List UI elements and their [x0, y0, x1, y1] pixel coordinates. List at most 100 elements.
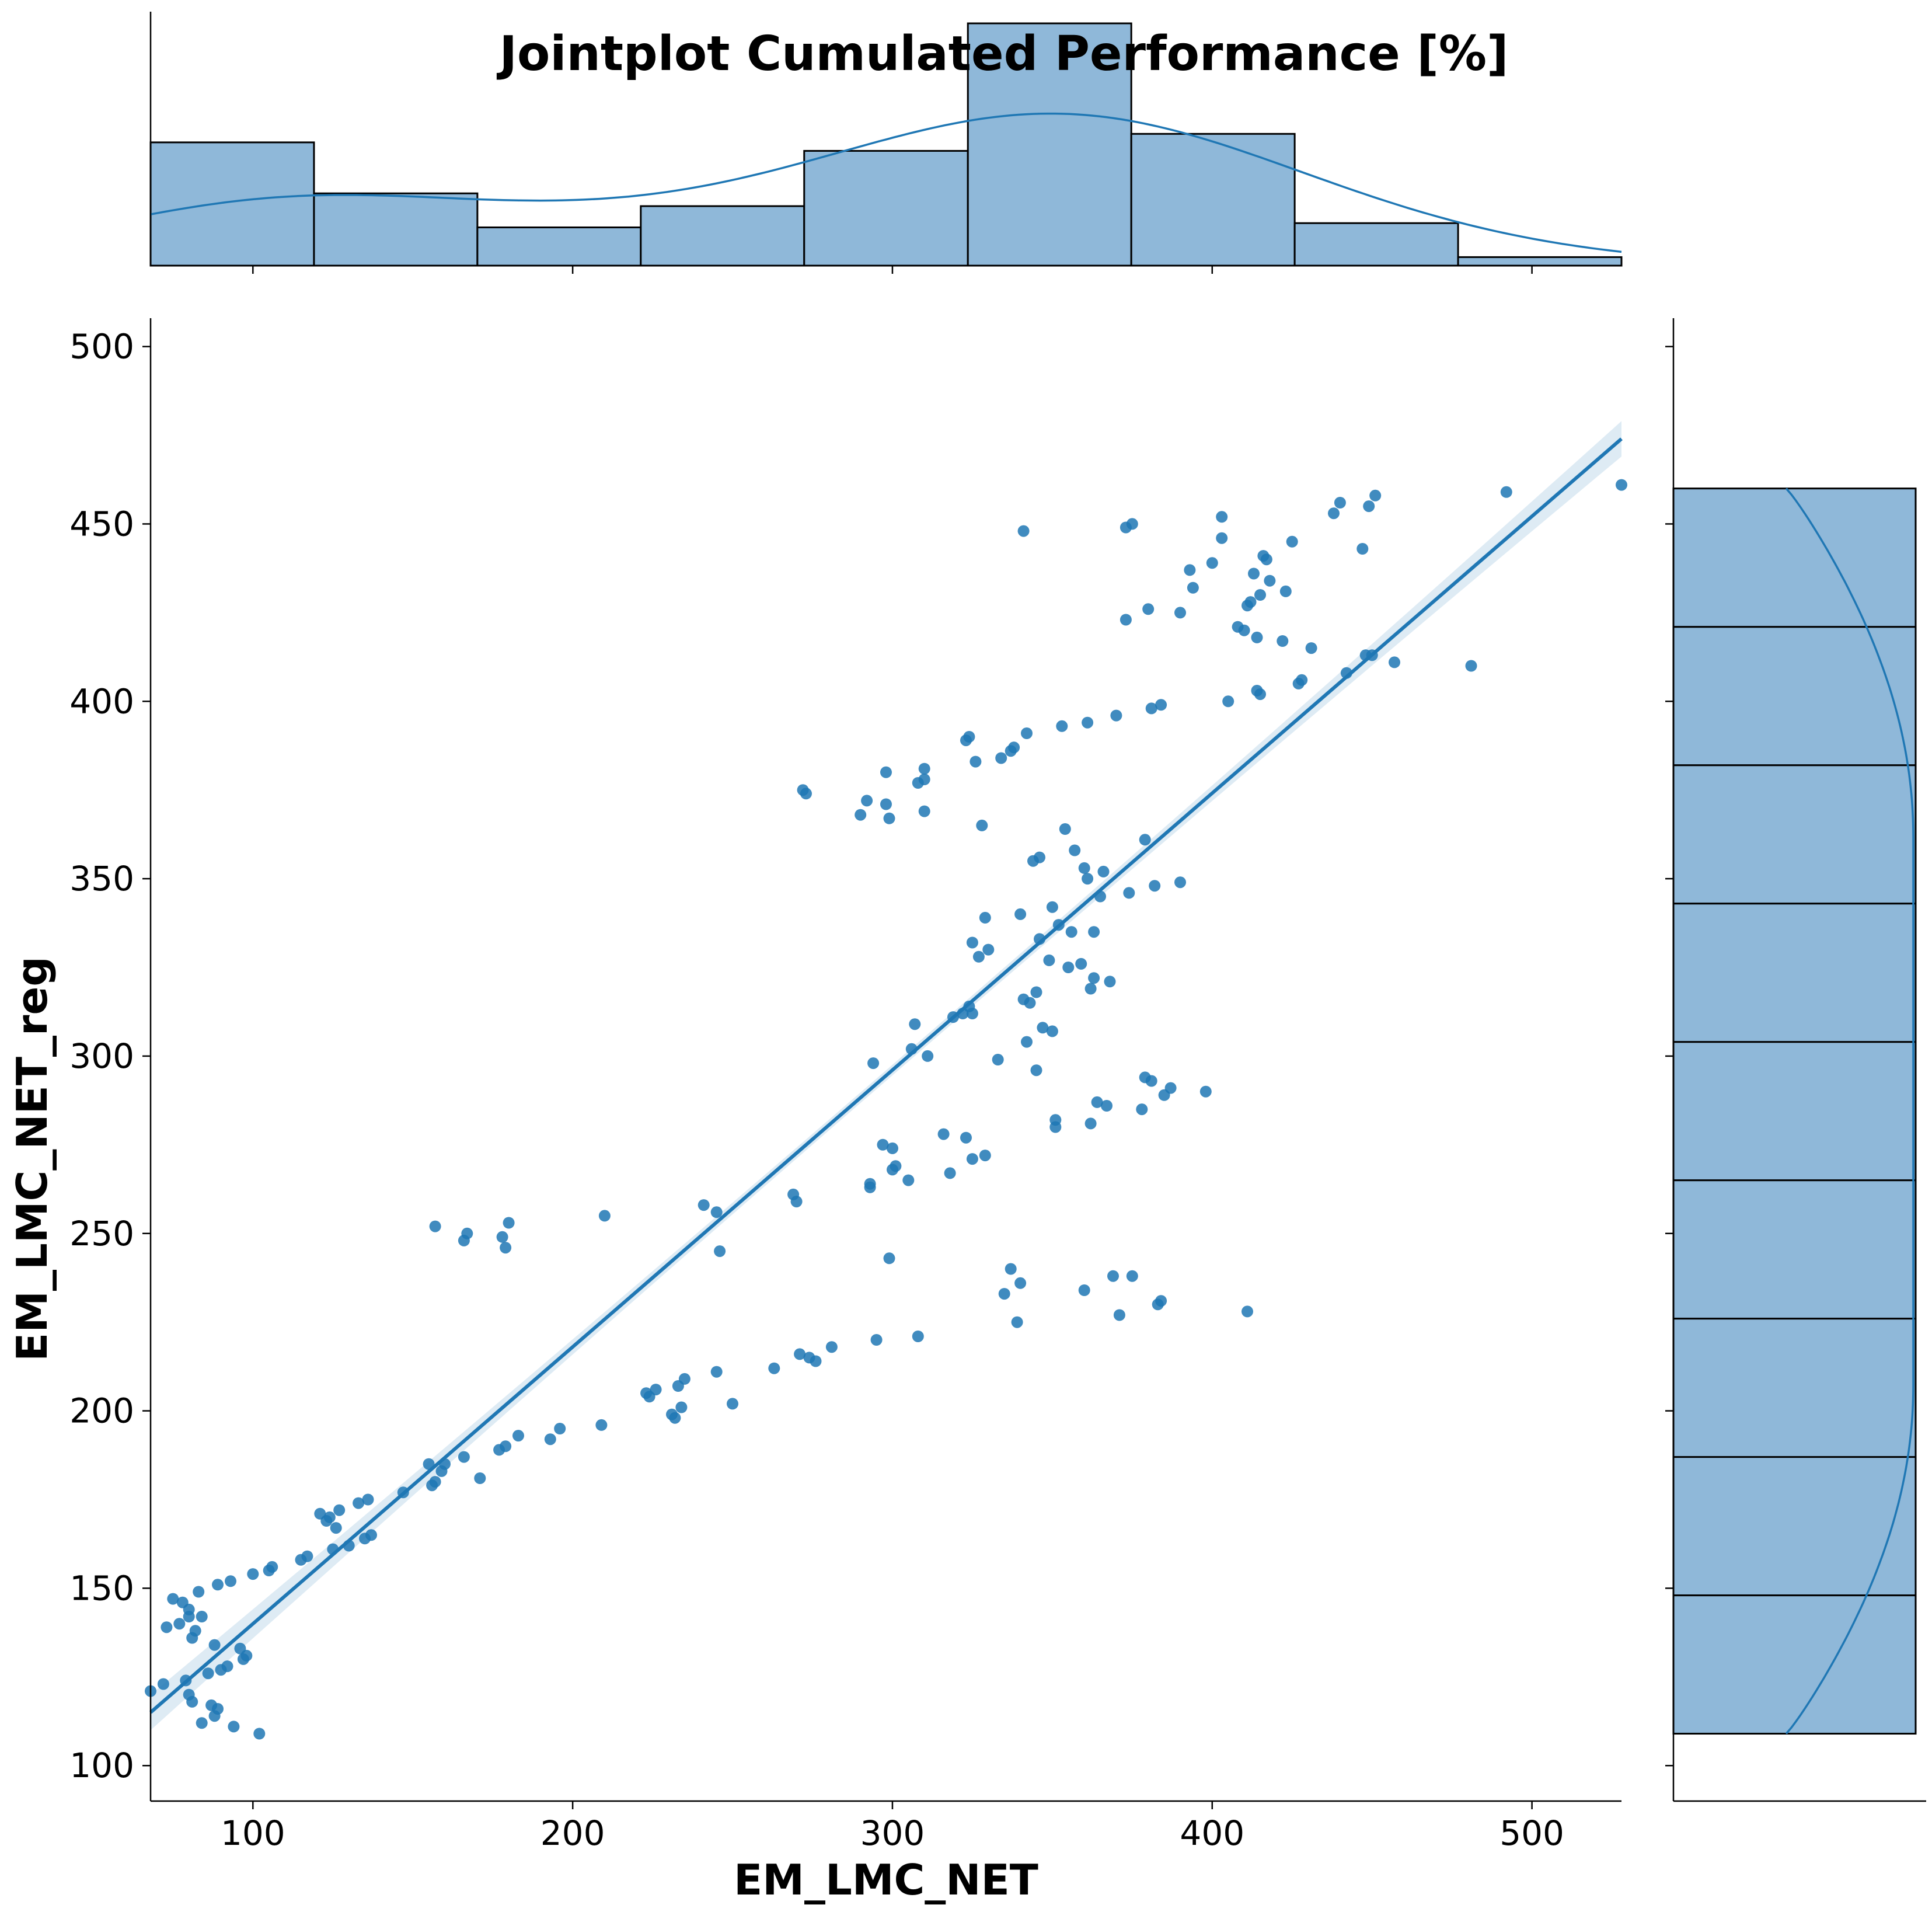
y-hist-bar — [1672, 903, 1917, 1043]
scatter-point — [1123, 887, 1135, 899]
x-marginal-histogram — [149, 22, 1623, 267]
scatter-point — [1046, 901, 1058, 913]
scatter-point — [1174, 876, 1186, 889]
scatter-point — [1014, 1277, 1027, 1289]
scatter-point — [186, 1695, 198, 1708]
scatter-point — [1187, 581, 1199, 594]
scatter-point — [995, 752, 1007, 764]
scatter-point — [353, 1497, 365, 1509]
scatter-point — [669, 1412, 681, 1424]
scatter-point — [1059, 823, 1071, 835]
scatter-point — [992, 1054, 1004, 1065]
scatter-point — [1244, 596, 1257, 608]
scatter-point — [212, 1703, 224, 1715]
scatter-point — [429, 1476, 441, 1488]
scatter-point — [710, 1366, 723, 1378]
x-hist-bar — [313, 192, 479, 267]
y-tick-label: 250 — [69, 1214, 134, 1253]
x-hist-bar — [803, 149, 969, 267]
y-hist-bar — [1672, 1318, 1917, 1458]
scatter-point — [1120, 614, 1132, 626]
scatter-point — [794, 1348, 806, 1360]
scatter-point — [887, 1142, 898, 1154]
scatter-point — [157, 1678, 169, 1690]
scatter-point — [867, 1057, 880, 1070]
scatter-point — [918, 805, 930, 817]
scatter-point — [982, 943, 995, 956]
scatter-point — [710, 1206, 723, 1218]
scatter-point — [253, 1728, 266, 1740]
scatter-point — [1037, 1022, 1049, 1034]
y-tick-label: 500 — [69, 327, 134, 367]
scatter-point — [1222, 695, 1234, 708]
scatter-point — [1062, 962, 1075, 973]
y-hist-bar — [1672, 1041, 1917, 1182]
scatter-point — [966, 936, 978, 949]
scatter-point — [972, 950, 985, 963]
scatter-point — [855, 809, 867, 821]
scatter-point — [1030, 986, 1042, 998]
y-tick-label: 400 — [69, 681, 134, 721]
scatter-point — [937, 1128, 950, 1140]
scatter-points — [145, 479, 1627, 1740]
x-axis-label: EM_LMC_NET — [734, 1855, 1038, 1904]
scatter-point — [1241, 1305, 1253, 1318]
scatter-point — [714, 1245, 726, 1258]
scatter-point — [173, 1618, 186, 1630]
scatter-point — [922, 1050, 934, 1062]
y-tick-label: 450 — [69, 504, 134, 544]
scatter-point — [960, 1131, 972, 1144]
scatter-point — [240, 1649, 253, 1662]
y-tick-label: 100 — [69, 1746, 134, 1785]
y-tick-label: 150 — [69, 1568, 134, 1608]
scatter-point — [966, 1008, 978, 1019]
y-kde-curve — [1785, 487, 1914, 1735]
scatter-point — [1056, 720, 1068, 732]
scatter-point — [1043, 954, 1055, 966]
scatter-point — [650, 1384, 662, 1396]
y-hist-bar — [1672, 1456, 1917, 1597]
y-hist-bar — [1672, 626, 1917, 767]
scatter-point — [1014, 908, 1027, 920]
scatter-point — [323, 1511, 336, 1523]
x-tick-label: 300 — [860, 1813, 925, 1853]
y-tick-label: 350 — [69, 859, 134, 898]
scatter-point — [810, 1355, 822, 1367]
scatter-point — [902, 1174, 915, 1186]
scatter-point — [963, 731, 975, 743]
scatter-point — [1356, 543, 1369, 555]
scatter-point — [1110, 709, 1122, 722]
scatter-point — [1049, 1121, 1062, 1133]
y-axis-label: EM_LMC_NET_reg — [8, 956, 57, 1361]
scatter-point — [825, 1341, 838, 1353]
scatter-point — [1034, 851, 1045, 863]
scatter-point — [512, 1430, 524, 1442]
scatter-point — [598, 1210, 611, 1222]
scatter-point — [1334, 497, 1346, 509]
scatter-point — [1305, 642, 1317, 654]
scatter-point — [183, 1611, 195, 1622]
x-hist-bar — [149, 141, 315, 267]
scatter-point — [1238, 624, 1250, 636]
scatter-point — [918, 774, 930, 785]
regression-line-path — [149, 437, 1623, 1714]
scatter-point — [1142, 603, 1155, 615]
scatter-point — [365, 1529, 377, 1541]
y-marginal-histogram — [1672, 487, 1917, 1735]
scatter-point — [1216, 532, 1228, 544]
scatter-point — [1363, 500, 1375, 513]
x-hist-bar — [476, 226, 642, 267]
scatter-point — [1206, 557, 1218, 569]
scatter-point — [1017, 525, 1030, 537]
scatter-point — [1091, 1096, 1103, 1108]
x-hist-bar — [1457, 256, 1623, 267]
scatter-point — [330, 1522, 342, 1534]
scatter-point — [1088, 972, 1100, 984]
scatter-point — [196, 1611, 208, 1622]
scatter-point — [909, 1018, 921, 1030]
scatter-point — [595, 1419, 608, 1431]
scatter-point — [500, 1440, 512, 1453]
scatter-point — [883, 1252, 895, 1265]
scatter-point — [966, 1153, 978, 1165]
scatter-point — [1279, 585, 1292, 597]
